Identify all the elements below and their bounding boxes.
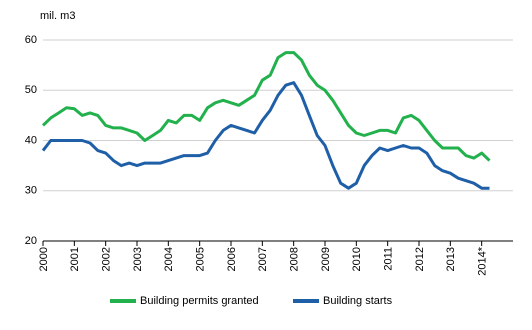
x-tick-label: 2001 — [69, 247, 81, 271]
x-tick-label: 2009 — [320, 247, 332, 271]
x-tick-label: 2014* — [477, 246, 489, 275]
x-tick-label: 2006 — [226, 247, 238, 271]
y-axis-label: mil. m3 — [40, 10, 75, 22]
line-series — [41, 81, 490, 190]
y-tick-label: 40 — [25, 134, 37, 146]
y-tick-label: 30 — [25, 185, 37, 197]
line-series — [41, 51, 491, 162]
x-tick-label: 2005 — [195, 247, 207, 271]
x-tick-label: 2000 — [38, 247, 50, 271]
x-tick-label: 2004 — [163, 247, 175, 271]
x-tick-label: 2002 — [101, 247, 113, 271]
y-tick-label: 50 — [25, 84, 37, 96]
x-tick-label: 2013 — [445, 247, 457, 271]
x-tick-label: 2011 — [383, 247, 395, 271]
x-tick-label: 2007 — [257, 247, 269, 271]
y-tick-label: 60 — [25, 34, 37, 46]
legend-label: Building starts — [323, 295, 393, 307]
x-tick-label: 2012 — [414, 247, 426, 271]
y-tick-label: 20 — [25, 235, 37, 247]
x-tick-label: 2010 — [351, 247, 363, 271]
legend-label: Building permits granted — [140, 295, 259, 307]
x-tick-label: 2003 — [132, 247, 144, 271]
x-tick-label: 2008 — [289, 247, 301, 271]
